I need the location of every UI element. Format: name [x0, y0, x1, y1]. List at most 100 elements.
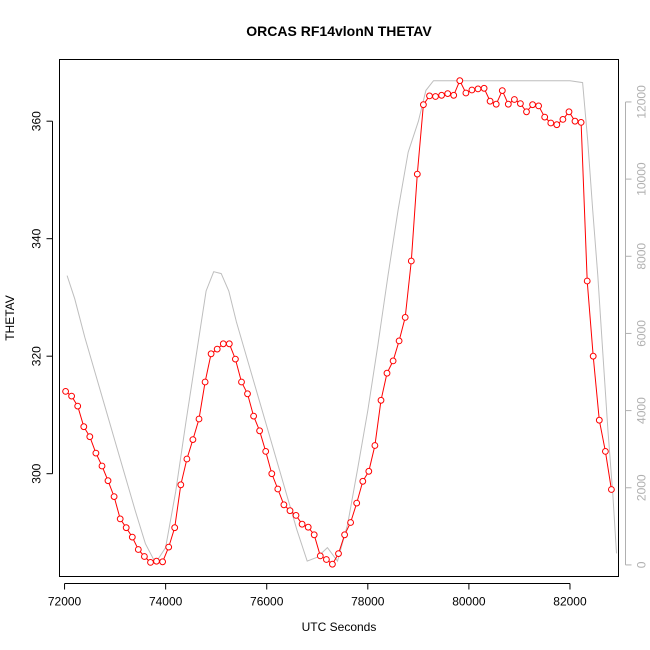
data-point	[298, 520, 306, 528]
data-point	[116, 515, 124, 523]
data-point	[104, 477, 112, 485]
data-point	[426, 92, 433, 100]
data-point	[595, 416, 603, 424]
data-point	[353, 499, 361, 507]
data-point	[219, 340, 227, 348]
y-tick-label: 340	[30, 228, 44, 248]
data-point	[335, 550, 342, 557]
y2-tick-label: 2000	[635, 474, 649, 501]
data-point	[608, 486, 615, 493]
data-point	[492, 100, 500, 108]
data-point	[401, 314, 409, 321]
data-point	[244, 390, 251, 398]
data-point	[86, 433, 94, 441]
data-point	[141, 553, 148, 560]
x-tick-label: 72000	[48, 595, 82, 609]
data-point	[468, 86, 476, 94]
data-point	[171, 524, 179, 532]
y2-tick-label: 12000	[635, 85, 649, 119]
data-point	[577, 119, 585, 126]
data-point	[286, 507, 294, 515]
y-axis-label: THETAV	[3, 295, 17, 341]
y2-tick-label: 4000	[635, 397, 649, 424]
data-point	[177, 481, 185, 489]
x-tick-label: 78000	[351, 595, 385, 609]
data-point	[504, 100, 512, 108]
x-axis: 72000 74000 76000 78000 80000 82000	[48, 583, 587, 609]
data-point	[432, 93, 439, 100]
data-point	[583, 277, 591, 285]
data-point	[420, 101, 427, 109]
data-point	[377, 396, 385, 404]
data-point	[195, 415, 203, 423]
y-tick-label: 360	[30, 111, 44, 131]
data-point	[389, 357, 397, 365]
y2-tick-label: 10000	[635, 162, 649, 196]
data-point	[523, 108, 530, 116]
data-point	[262, 448, 270, 455]
data-point	[153, 557, 160, 565]
y-axis: 300 320 340 360	[30, 111, 53, 484]
data-point	[456, 77, 464, 85]
data-point	[571, 117, 579, 125]
data-point	[547, 119, 555, 127]
x-tick-label: 80000	[452, 595, 486, 609]
data-point	[304, 523, 312, 531]
data-point	[438, 91, 446, 99]
data-point	[292, 512, 300, 519]
data-point	[98, 462, 106, 470]
x-tick-label: 74000	[149, 595, 183, 609]
data-point	[165, 543, 173, 551]
data-point	[450, 91, 458, 99]
y2-tick-label: 0	[635, 561, 649, 568]
x-axis-label: UTC Seconds	[302, 620, 377, 634]
data-point	[110, 493, 118, 501]
data-point	[462, 89, 470, 97]
data-point	[347, 519, 355, 526]
data-point	[310, 531, 318, 539]
data-point	[274, 485, 282, 493]
data-point	[122, 524, 130, 532]
data-point	[323, 556, 330, 563]
data-point	[280, 501, 288, 509]
x-tick-label: 82000	[553, 595, 587, 609]
data-point	[232, 355, 239, 363]
data-point	[407, 257, 415, 265]
data-point	[213, 345, 221, 353]
data-point	[541, 113, 549, 121]
data-point	[159, 558, 167, 566]
data-point	[329, 560, 336, 568]
plot-area	[59, 59, 619, 577]
data-point	[559, 116, 567, 123]
right-series-line	[66, 80, 617, 564]
data-point	[371, 442, 379, 449]
data-point	[183, 455, 191, 463]
data-point	[517, 100, 524, 107]
data-point	[74, 402, 82, 410]
data-point	[365, 467, 373, 475]
data-point	[474, 85, 482, 93]
data-point	[147, 559, 154, 566]
data-point	[238, 378, 245, 386]
data-point	[511, 96, 518, 103]
data-point	[225, 340, 233, 348]
data-point	[80, 423, 88, 431]
data-point	[413, 170, 421, 178]
data-point	[92, 449, 100, 457]
data-point	[68, 392, 75, 400]
data-point	[444, 90, 452, 97]
data-point	[207, 350, 215, 358]
data-point	[359, 477, 367, 485]
data-point	[565, 108, 573, 116]
data-point	[201, 378, 209, 386]
y2-tick-label: 8000	[635, 243, 649, 270]
data-point	[341, 531, 349, 539]
data-point	[486, 97, 494, 105]
data-point	[134, 546, 142, 553]
data-point	[529, 101, 536, 109]
data-point	[128, 533, 136, 541]
y2-tick-label: 6000	[635, 320, 649, 347]
y-tick-label: 300	[30, 463, 44, 483]
x-tick-label: 76000	[250, 595, 284, 609]
